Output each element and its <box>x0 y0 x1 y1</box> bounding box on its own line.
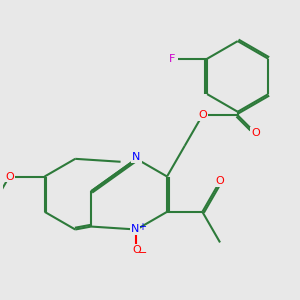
Text: O: O <box>5 172 14 182</box>
Text: O: O <box>216 176 224 186</box>
Text: O: O <box>132 245 141 255</box>
Text: O: O <box>198 110 207 120</box>
Text: F: F <box>169 54 175 64</box>
Text: +: + <box>138 222 146 232</box>
Text: −: − <box>138 248 148 258</box>
Text: N: N <box>132 152 141 162</box>
Text: O: O <box>251 128 260 138</box>
Text: N: N <box>131 224 139 235</box>
